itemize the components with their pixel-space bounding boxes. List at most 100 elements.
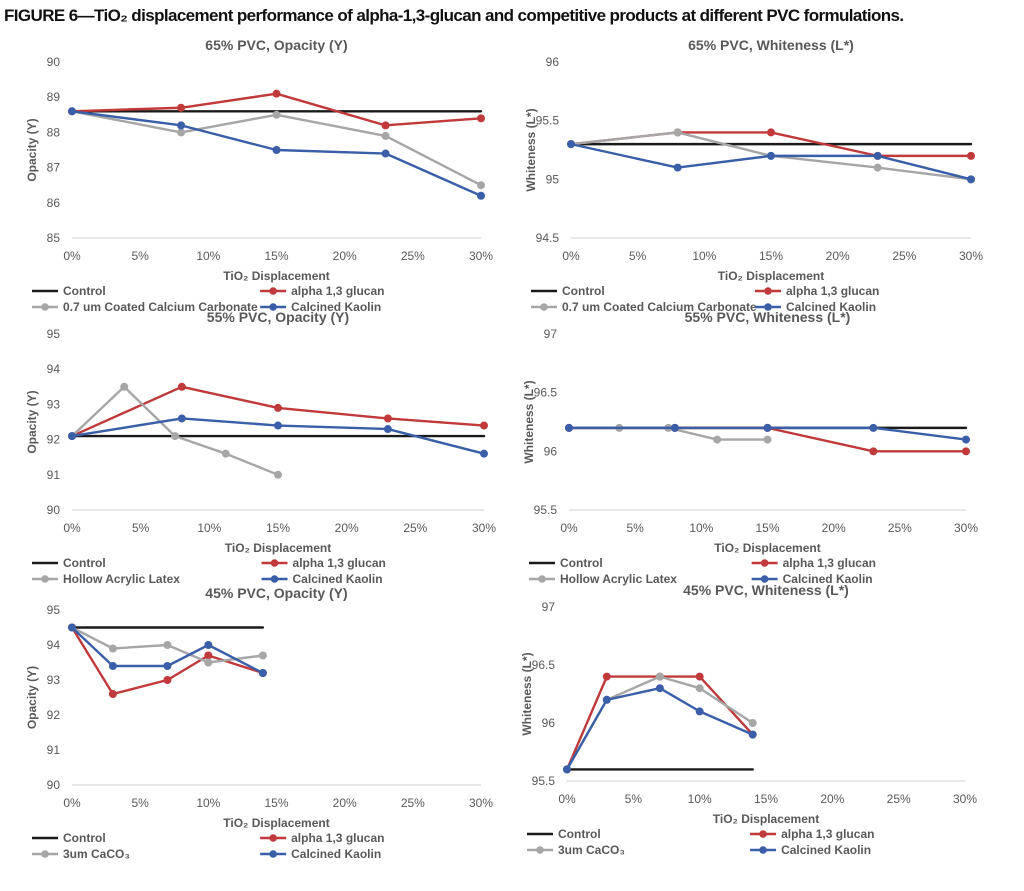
y-axis-title: Whiteness (L*): [522, 380, 536, 463]
legend-marker: [41, 303, 49, 311]
data-point: [177, 103, 186, 112]
chart-2: 65% PVC, Whiteness (L*) 94.5 95 95.5 96 0% 5% 1…: [524, 37, 983, 314]
legend-label: Calcined Kaolin: [293, 572, 383, 586]
legend-marker: [538, 575, 546, 583]
data-point: [381, 121, 390, 130]
data-point: [171, 432, 179, 441]
legend-marker: [760, 575, 769, 583]
y-tick-label: 95.5: [532, 774, 556, 788]
data-point: [204, 658, 213, 667]
data-point: [108, 690, 117, 698]
data-point: [68, 107, 76, 116]
data-point: [602, 695, 611, 704]
series-2: [68, 107, 485, 190]
legend-label: alpha 1,3 glucan: [786, 284, 879, 298]
legend-item: 0.7 um Coated Calcium Carbonate: [32, 300, 258, 314]
y-axis-title: Whiteness (L*): [520, 652, 534, 735]
legend-item: Control: [531, 284, 605, 298]
x-tick-label: 0%: [558, 792, 576, 806]
x-tick-label: 10%: [196, 249, 220, 263]
y-tick-label: 93: [47, 673, 61, 687]
x-tick-label: 10%: [197, 521, 221, 535]
y-tick-label: 95: [47, 603, 61, 617]
legend-marker: [764, 303, 772, 311]
legend-marker: [41, 850, 49, 858]
x-tick-label: 30%: [472, 521, 496, 535]
legend-label: Control: [558, 827, 601, 841]
data-point: [120, 382, 129, 391]
legend-label: Hollow Acrylic Latex: [560, 572, 677, 586]
legend-label: alpha 1,3 glucan: [781, 827, 874, 841]
legend-label: Control: [63, 556, 106, 570]
x-tick-label: 25%: [887, 792, 911, 806]
y-tick-label: 90: [47, 503, 61, 517]
legend-item: Calcined Kaolin: [750, 843, 871, 857]
data-point: [673, 163, 682, 172]
legend-marker: [270, 559, 279, 567]
data-point: [204, 641, 213, 649]
y-tick-label: 94.5: [536, 231, 560, 245]
x-tick-label: 0%: [63, 521, 81, 535]
legend: Control alpha 1,3 glucan 3um CaCO₃ Calcined…: [527, 827, 874, 857]
data-point: [873, 163, 882, 172]
data-point: [962, 447, 970, 456]
y-tick-label: 88: [47, 125, 61, 139]
x-tick-label: 30%: [953, 792, 977, 806]
x-tick-label: 20%: [335, 521, 359, 535]
y-tick-label: 85: [47, 231, 61, 245]
data-point: [962, 435, 970, 444]
x-tick-label: 20%: [826, 249, 850, 263]
y-tick-label: 91: [47, 743, 61, 757]
chart-6: 45% PVC, Whiteness (L*) 95.5 96 96.5 97 0% 5% 1…: [520, 582, 977, 857]
x-axis-title: TiO₂ Displacement: [714, 541, 820, 555]
chart-title: 65% PVC, Whiteness (L*): [688, 37, 854, 53]
x-tick-label: 10%: [692, 249, 716, 263]
data-point: [655, 684, 664, 693]
x-tick-label: 20%: [820, 792, 844, 806]
legend-item: 0.7 um Coated Calcium Carbonate: [531, 300, 757, 314]
data-point: [108, 644, 117, 653]
series-1: [68, 382, 488, 441]
data-point: [869, 447, 878, 456]
legend-label: Calcined Kaolin: [783, 572, 873, 586]
legend-label: alpha 1,3 glucan: [291, 831, 384, 845]
y-tick-label: 94: [47, 362, 61, 376]
data-point: [272, 146, 281, 154]
x-tick-label: 5%: [625, 792, 643, 806]
x-tick-label: 10%: [688, 792, 712, 806]
data-point: [477, 114, 485, 123]
y-tick-label: 96.5: [532, 658, 556, 672]
x-tick-label: 15%: [759, 249, 783, 263]
legend-marker: [269, 850, 277, 858]
legend-label: Control: [63, 284, 106, 298]
x-tick-label: 15%: [755, 521, 779, 535]
x-tick-label: 20%: [333, 249, 357, 263]
legend: Control alpha 1,3 glucan Hollow Acrylic La…: [529, 556, 876, 586]
data-point: [670, 423, 679, 432]
legend-marker: [764, 287, 772, 295]
legend-label: Control: [560, 556, 603, 570]
legend-marker: [540, 303, 548, 311]
legend: Control alpha 1,3 glucan Hollow Acrylic La…: [32, 556, 386, 586]
legend-item: alpha 1,3 glucan: [261, 556, 386, 570]
figure-title: FIGURE 6—TiO₂ displacement performance o…: [4, 6, 904, 25]
y-tick-label: 89: [47, 90, 61, 104]
chart-3: 55% PVC, Opacity (Y) 90 91 92 93 94 95 0% 5% 10% 1…: [25, 309, 496, 586]
series-line: [70, 92, 483, 127]
data-point: [767, 151, 775, 160]
legend-label: alpha 1,3 glucan: [293, 556, 386, 570]
x-tick-label: 25%: [892, 249, 916, 263]
legend-marker: [759, 830, 767, 838]
data-point: [177, 382, 186, 391]
x-axis-title: TiO₂ Displacement: [223, 269, 329, 283]
legend-label: Control: [63, 831, 106, 845]
legend: Control alpha 1,3 glucan 3um CaCO₃ Calcined…: [32, 831, 385, 861]
x-tick-label: 15%: [266, 521, 290, 535]
legend-item: Calcined Kaolin: [755, 300, 876, 314]
x-tick-label: 15%: [754, 792, 778, 806]
legend-label: alpha 1,3 glucan: [291, 284, 384, 298]
data-point: [563, 765, 571, 774]
data-point: [695, 672, 704, 681]
data-point: [274, 403, 282, 412]
legend-marker: [536, 846, 544, 854]
